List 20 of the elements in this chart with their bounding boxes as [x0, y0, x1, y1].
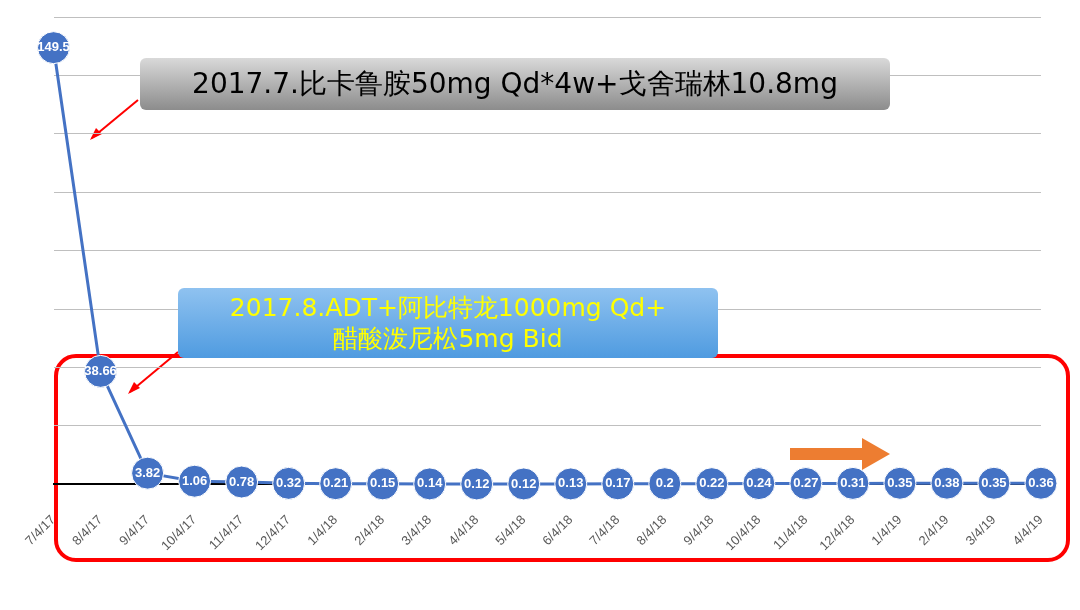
data-label: 0.14: [417, 475, 444, 491]
data-label: 0.2: [655, 475, 674, 491]
data-label: 0.12: [511, 475, 537, 491]
data-label: 0.15: [370, 475, 396, 491]
data-label: 0.35: [887, 474, 913, 490]
data-label: 0.35: [981, 474, 1007, 490]
data-label: 0.31: [840, 474, 866, 490]
data-label: 0.36: [1028, 474, 1054, 490]
data-label: 0.12: [464, 475, 490, 491]
data-label: 0.13: [558, 475, 584, 491]
data-label: 0.22: [699, 475, 725, 491]
data-label: 0.21: [323, 475, 349, 491]
data-label: 0.17: [605, 475, 631, 491]
data-label: 0.38: [934, 474, 960, 490]
data-label: 0.32: [276, 474, 302, 490]
data-label: 3.82: [134, 464, 161, 480]
data-label: 0.24: [746, 475, 773, 491]
data-label: 0.27: [793, 475, 819, 491]
data-label: 1.06: [181, 472, 208, 488]
data-label: 0.78: [228, 473, 255, 489]
